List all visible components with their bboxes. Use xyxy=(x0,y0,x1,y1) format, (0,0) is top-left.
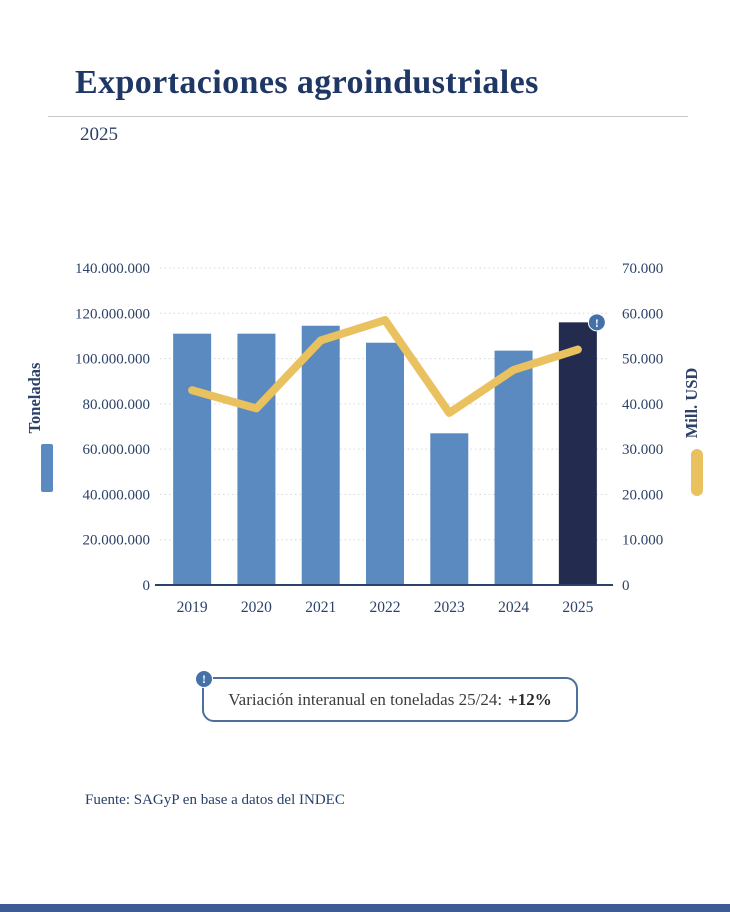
bar-2021 xyxy=(301,325,340,585)
left-axis-title: Toneladas xyxy=(25,362,44,434)
left-axis-tick-label: 100.000.000 xyxy=(75,352,150,368)
bottom-accent-bar xyxy=(0,904,730,912)
usd-line xyxy=(188,316,582,417)
annotation-box: ! Variación interanual en toneladas 25/2… xyxy=(195,670,578,722)
right-axis-tick-label: 30.000 xyxy=(622,442,663,458)
bar-2024 xyxy=(494,350,533,585)
title-divider xyxy=(48,116,688,117)
exclamation-icon: ! xyxy=(195,670,213,688)
annotation-text: Variación interanual en toneladas 25/24: xyxy=(228,689,503,709)
x-axis-year-label: 2020 xyxy=(241,599,272,616)
left-axis-tick-label: 140.000.000 xyxy=(75,261,150,277)
left-axis-tick-label: 80.000.000 xyxy=(83,397,151,413)
bar-2025 xyxy=(558,322,597,585)
source-note: Fuente: SAGyP en base a datos del INDEC xyxy=(85,792,345,808)
exclamation-glyph: ! xyxy=(595,316,599,330)
right-axis-tick-label: 20.000 xyxy=(622,487,663,503)
right-axis-tick-label: 0 xyxy=(622,578,630,594)
x-axis-year-label: 2019 xyxy=(177,599,208,616)
toneladas-legend-swatch xyxy=(41,444,53,492)
left-axis-tick-label: 120.000.000 xyxy=(75,306,150,322)
left-axis-tick-label: 0 xyxy=(143,578,151,594)
x-axis-year-label: 2022 xyxy=(370,599,401,616)
right-axis-tick-label: 40.000 xyxy=(622,397,663,413)
page-title: Exportaciones agroindustriales xyxy=(75,64,539,101)
bar-2019 xyxy=(173,333,212,585)
x-axis-year-label: 2023 xyxy=(434,599,465,616)
x-axis-year-label: 2021 xyxy=(305,599,336,616)
left-axis-tick-label: 40.000.000 xyxy=(83,487,151,503)
x-axis-year-label: 2025 xyxy=(562,599,593,616)
left-axis-tick-label: 20.000.000 xyxy=(83,533,151,549)
bar-2022 xyxy=(366,342,404,585)
exclamation-icon xyxy=(587,313,606,332)
annotation-value: +12% xyxy=(508,689,552,709)
bar-2023 xyxy=(430,433,469,585)
usd-legend-swatch xyxy=(691,449,703,496)
right-axis-title: Mill. USD xyxy=(682,368,701,439)
right-axis-tick-label: 50.000 xyxy=(622,352,663,368)
right-axis-tick-label: 10.000 xyxy=(622,533,663,549)
right-axis-tick-label: 70.000 xyxy=(622,261,663,277)
combo-chart: 140.000.000 70.000 120.000.000 60.000 100.00… xyxy=(25,261,703,616)
right-axis-tick-label: 60.000 xyxy=(622,306,663,322)
page-subtitle: 2025 xyxy=(80,124,118,145)
left-axis-tick-label: 60.000.000 xyxy=(83,442,151,458)
bar-2020 xyxy=(237,333,276,585)
x-axis-year-label: 2024 xyxy=(498,599,529,616)
